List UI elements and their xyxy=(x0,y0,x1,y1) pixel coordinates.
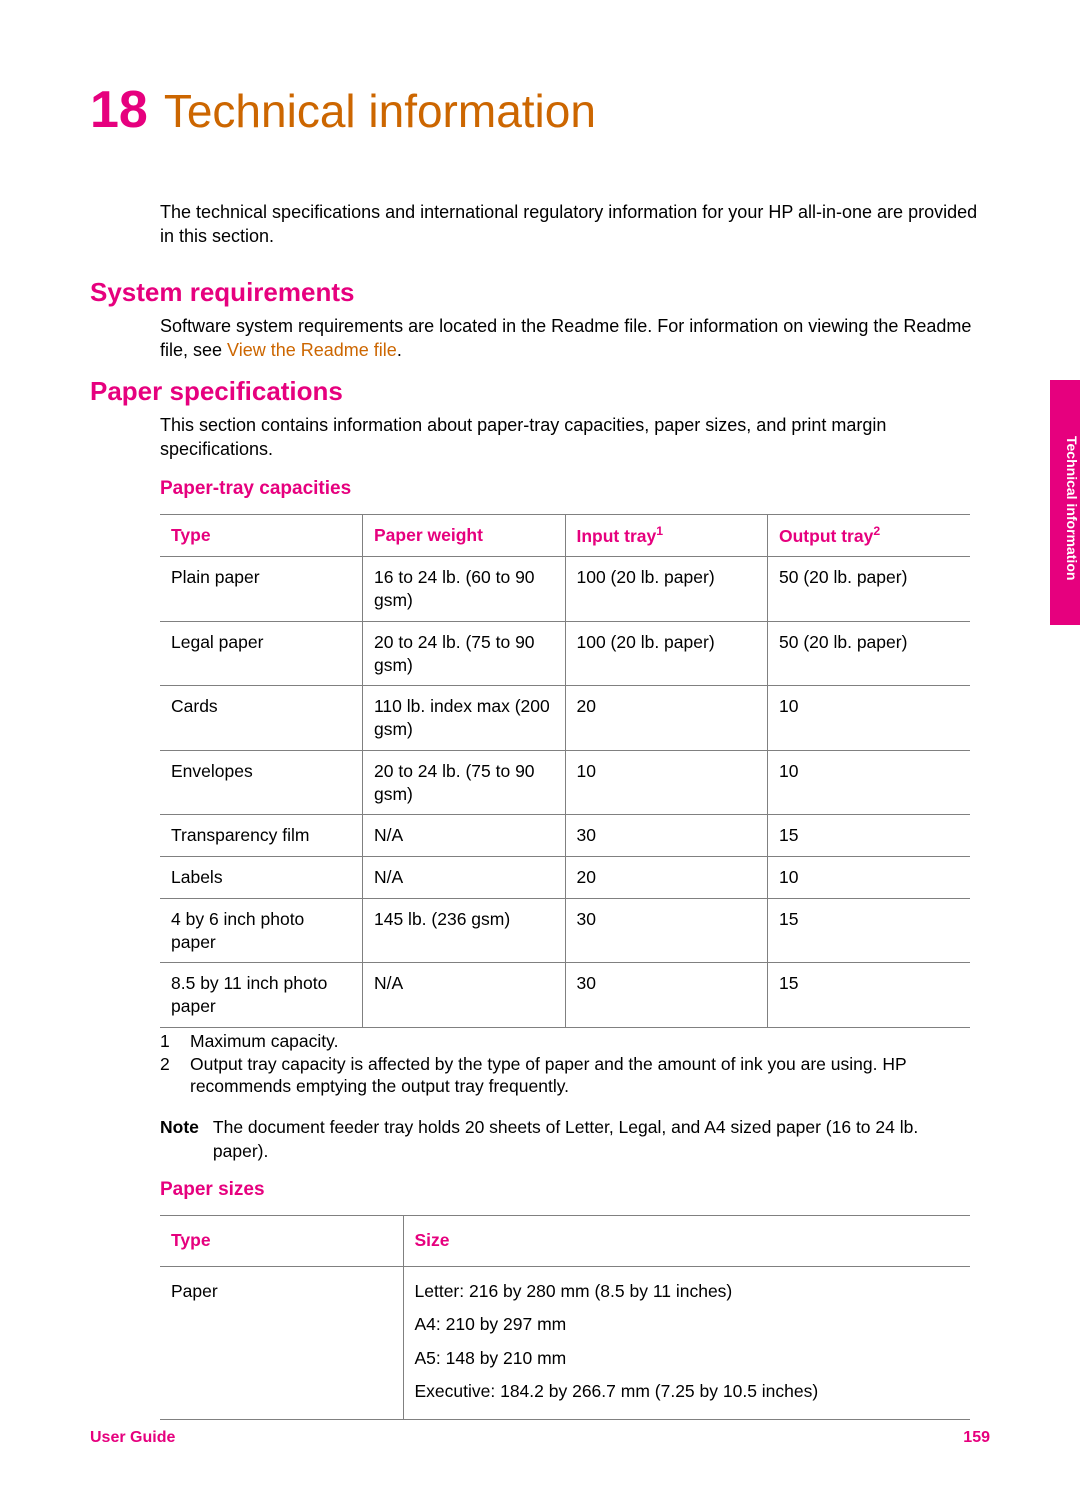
cell-type: Labels xyxy=(160,857,363,899)
heading-paper-sizes: Paper sizes xyxy=(160,1179,990,1201)
heading-system-requirements: System requirements xyxy=(90,277,990,308)
footer-left: User Guide xyxy=(90,1429,175,1447)
cell-weight: 20 to 24 lb. (75 to 90 gsm) xyxy=(363,621,566,686)
system-requirements-body: Software system requirements are located… xyxy=(160,314,990,363)
table-row: Envelopes20 to 24 lb. (75 to 90 gsm)1010 xyxy=(160,750,970,815)
table-row: Cards110 lb. index max (200 gsm)2010 xyxy=(160,686,970,751)
cell-output: 10 xyxy=(768,857,971,899)
table-row: Plain paper16 to 24 lb. (60 to 90 gsm)10… xyxy=(160,557,970,622)
chapter-number: 18 xyxy=(90,80,148,140)
footnote-text: Maximum capacity. xyxy=(190,1030,338,1053)
cell-weight: 16 to 24 lb. (60 to 90 gsm) xyxy=(363,557,566,622)
col-size: Size xyxy=(403,1216,970,1267)
table-row: 8.5 by 11 inch photo paperN/A3015 xyxy=(160,963,970,1028)
cell-weight: N/A xyxy=(363,963,566,1028)
link-view-readme[interactable]: View the Readme file xyxy=(227,340,397,360)
cell-input: 20 xyxy=(565,857,768,899)
cell-input: 30 xyxy=(565,898,768,963)
table-row: 4 by 6 inch photo paper145 lb. (236 gsm)… xyxy=(160,898,970,963)
cell-input: 100 (20 lb. paper) xyxy=(565,557,768,622)
footnote: 2 Output tray capacity is affected by the… xyxy=(160,1053,970,1099)
footnote-number: 1 xyxy=(160,1030,172,1053)
cell-weight: 145 lb. (236 gsm) xyxy=(363,898,566,963)
footnote: 1 Maximum capacity. xyxy=(160,1030,970,1053)
cell-input: 100 (20 lb. paper) xyxy=(565,621,768,686)
cell-type: Paper xyxy=(160,1266,403,1419)
cell-type: Legal paper xyxy=(160,621,363,686)
table-paper-sizes: Type Size PaperLetter: 216 by 280 mm (8.… xyxy=(160,1215,970,1420)
col-paper-weight: Paper weight xyxy=(363,514,566,557)
footer-page-number: 159 xyxy=(963,1429,990,1447)
cell-type: Plain paper xyxy=(160,557,363,622)
chapter-title: Technical information xyxy=(164,84,596,138)
cell-output: 15 xyxy=(768,815,971,857)
footnote-text: Output tray capacity is affected by the … xyxy=(190,1053,970,1099)
cell-input: 30 xyxy=(565,963,768,1028)
table-row: Legal paper20 to 24 lb. (75 to 90 gsm)10… xyxy=(160,621,970,686)
col-type: Type xyxy=(160,514,363,557)
cell-output: 15 xyxy=(768,898,971,963)
sysreq-text-2: . xyxy=(397,340,402,360)
col-output-tray: Output tray2 xyxy=(768,514,971,557)
size-line: Executive: 184.2 by 266.7 mm (7.25 by 10… xyxy=(415,1376,960,1408)
cell-type: 8.5 by 11 inch photo paper xyxy=(160,963,363,1028)
chapter-header: 18 Technical information xyxy=(90,80,990,140)
table-header-row: Type Size xyxy=(160,1216,970,1267)
paper-spec-body: This section contains information about … xyxy=(160,413,990,462)
cell-output: 10 xyxy=(768,750,971,815)
table-header-row: Type Paper weight Input tray1 Output tra… xyxy=(160,514,970,557)
page-footer: User Guide 159 xyxy=(90,1429,990,1447)
cell-type: 4 by 6 inch photo paper xyxy=(160,898,363,963)
heading-paper-specifications: Paper specifications xyxy=(90,376,990,407)
side-tab: Technical information xyxy=(1050,380,1080,625)
cell-output: 50 (20 lb. paper) xyxy=(768,621,971,686)
cell-type: Cards xyxy=(160,686,363,751)
footnote-number: 2 xyxy=(160,1053,172,1099)
cell-weight: N/A xyxy=(363,857,566,899)
cell-output: 50 (20 lb. paper) xyxy=(768,557,971,622)
intro-text: The technical specifications and interna… xyxy=(160,200,990,249)
heading-paper-tray-capacities: Paper-tray capacities xyxy=(160,478,990,500)
note-text: The document feeder tray holds 20 sheets… xyxy=(213,1116,970,1163)
cell-input: 10 xyxy=(565,750,768,815)
cell-input: 20 xyxy=(565,686,768,751)
size-line: A5: 148 by 210 mm xyxy=(415,1343,960,1375)
cell-type: Transparency film xyxy=(160,815,363,857)
note-label: Note xyxy=(160,1116,199,1163)
cell-output: 15 xyxy=(768,963,971,1028)
cell-weight: N/A xyxy=(363,815,566,857)
cell-weight: 110 lb. index max (200 gsm) xyxy=(363,686,566,751)
size-line: A4: 210 by 297 mm xyxy=(415,1309,960,1341)
cell-type: Envelopes xyxy=(160,750,363,815)
footnotes: 1 Maximum capacity. 2 Output tray capacity … xyxy=(160,1030,970,1098)
cell-output: 10 xyxy=(768,686,971,751)
table-row: LabelsN/A2010 xyxy=(160,857,970,899)
col-size-type: Type xyxy=(160,1216,403,1267)
table-row: Transparency filmN/A3015 xyxy=(160,815,970,857)
cell-size: Letter: 216 by 280 mm (8.5 by 11 inches)… xyxy=(403,1266,970,1419)
col-input-tray: Input tray1 xyxy=(565,514,768,557)
cell-weight: 20 to 24 lb. (75 to 90 gsm) xyxy=(363,750,566,815)
note-block: Note The document feeder tray holds 20 s… xyxy=(160,1116,970,1163)
table-row: PaperLetter: 216 by 280 mm (8.5 by 11 in… xyxy=(160,1266,970,1419)
cell-input: 30 xyxy=(565,815,768,857)
table-paper-tray-capacities: Type Paper weight Input tray1 Output tra… xyxy=(160,514,970,1028)
size-line: Letter: 216 by 280 mm (8.5 by 11 inches) xyxy=(415,1276,960,1308)
